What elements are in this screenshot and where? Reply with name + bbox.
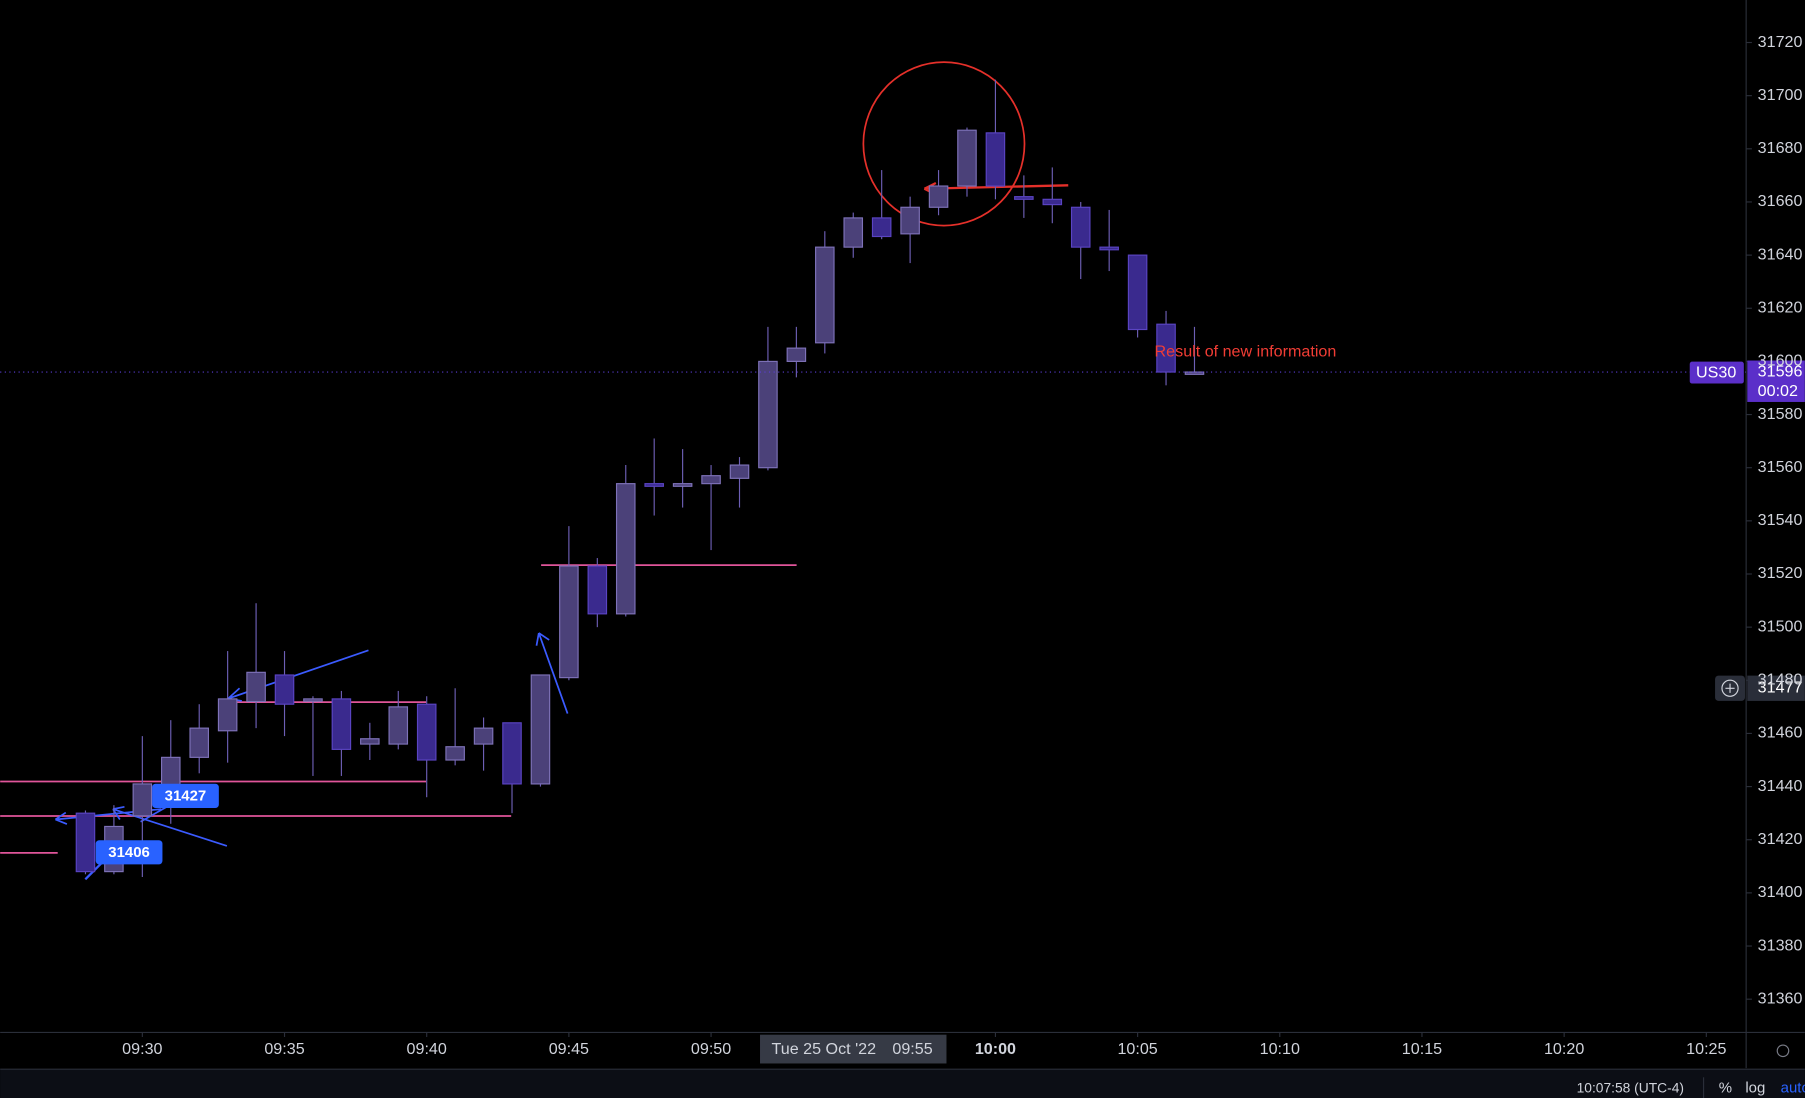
- clock: 10:07:58 (UTC-4): [1577, 1079, 1684, 1095]
- footer-bar: [0, 1069, 1805, 1098]
- price-note-box: [95, 840, 163, 865]
- y-tick-label: 31680: [1758, 139, 1803, 157]
- crosshair-price: 31477: [1758, 679, 1803, 697]
- x-tick-label: 10:05: [1117, 1040, 1157, 1058]
- add-icon: [1725, 683, 1735, 693]
- candle-body: [388, 706, 409, 745]
- candle-body: [1070, 206, 1091, 248]
- candle-body: [758, 360, 778, 469]
- x-tick-label: 10:15: [1402, 1040, 1442, 1058]
- candle-body: [701, 475, 721, 485]
- y-tick-label: 31500: [1758, 617, 1803, 635]
- y-tick-label: 31420: [1758, 830, 1803, 848]
- arrow: [54, 802, 228, 847]
- candle-body: [1014, 196, 1034, 200]
- y-tick-label: 31660: [1758, 192, 1803, 210]
- y-tick-label: 31580: [1758, 405, 1803, 423]
- percent-button[interactable]: %: [1719, 1080, 1732, 1097]
- y-tick-label: 31560: [1758, 458, 1803, 476]
- log-button[interactable]: log: [1745, 1080, 1765, 1097]
- candle-body: [1184, 371, 1205, 375]
- y-tick-label: 31360: [1758, 989, 1803, 1007]
- candle-body: [672, 483, 693, 487]
- candle-body: [843, 217, 864, 248]
- candle-body: [786, 347, 807, 362]
- candles: [75, 79, 1205, 877]
- x-tick-label: 09:50: [691, 1040, 731, 1058]
- y-tick-label: 31440: [1758, 777, 1803, 795]
- auto-button[interactable]: auto: [1781, 1080, 1805, 1097]
- drawings: [0, 61, 1069, 881]
- last-price-label: 31596: [1758, 362, 1803, 380]
- symbol-tag: [1689, 361, 1744, 384]
- symbol-label: US30: [1696, 363, 1736, 381]
- last-price-tag: [1747, 360, 1805, 402]
- x-tick-label: 10:10: [1260, 1040, 1300, 1058]
- candle-body: [360, 738, 380, 745]
- candle-body: [615, 483, 636, 615]
- y-tick-label: 31480: [1758, 671, 1803, 689]
- x-tick-label: 10:20: [1544, 1040, 1584, 1058]
- price-note: 31427: [165, 787, 207, 804]
- candle-body: [331, 698, 352, 750]
- x-tick-label: 09:30: [122, 1040, 162, 1058]
- candle-body: [957, 129, 977, 187]
- add-icon: [1721, 679, 1739, 697]
- candle-body: [445, 746, 465, 761]
- candle-body: [1042, 198, 1063, 206]
- crosshair-price-tag: [1747, 675, 1805, 701]
- candle-body: [587, 565, 608, 615]
- x-tick-label: 09:40: [407, 1040, 447, 1058]
- countdown: 00:02: [1758, 382, 1798, 400]
- y-tick-label: 31600: [1758, 352, 1803, 370]
- note: Result of new information: [1155, 342, 1337, 360]
- settings-icon[interactable]: [1776, 1044, 1790, 1058]
- circle: [862, 61, 1026, 227]
- crosshair-time: 09:55: [892, 1040, 932, 1058]
- candle-body: [928, 185, 949, 208]
- overlay: US30 31596 00:02 31477 Tue 25 Oct '22 09:55 31…: [0, 360, 1805, 1064]
- y-tick-label: 31540: [1758, 511, 1803, 529]
- candle-body: [217, 698, 238, 732]
- x-tick-label: 10:00: [975, 1040, 1016, 1058]
- candle-body: [900, 206, 920, 235]
- y-tick-label: 31520: [1758, 564, 1803, 582]
- y-tick-label: 31380: [1758, 936, 1803, 954]
- candle-body: [815, 246, 835, 344]
- crosshair-time-tag: [760, 1034, 947, 1064]
- candle-body: [473, 727, 494, 745]
- y-tick-label: 31460: [1758, 724, 1803, 742]
- candle-body: [530, 674, 551, 785]
- y-tick-label: 31400: [1758, 883, 1803, 901]
- y-tick-label: 31640: [1758, 245, 1803, 263]
- candle-body: [729, 464, 750, 479]
- candle-body: [274, 674, 295, 705]
- candle-body: [189, 727, 209, 758]
- x-tick-label: 09:35: [264, 1040, 304, 1058]
- candle-body: [75, 812, 96, 873]
- candle-body: [871, 217, 892, 238]
- candle-body: [416, 703, 437, 761]
- candle-body: [1099, 246, 1119, 251]
- candle-body: [303, 698, 323, 702]
- y-tick-label: 31720: [1758, 33, 1803, 51]
- price-note-box: [152, 783, 219, 808]
- x-tick-label: 09:45: [549, 1040, 589, 1058]
- candle-body: [132, 783, 153, 817]
- candle-body: [985, 132, 1006, 187]
- price-note: 31406: [108, 844, 150, 861]
- x-tick-label: 10:25: [1686, 1040, 1726, 1058]
- y-tick-label: 31700: [1758, 86, 1803, 104]
- candle-body: [246, 671, 266, 703]
- arrow: [535, 632, 569, 714]
- candle-body: [644, 483, 664, 487]
- candle-body: [502, 722, 522, 785]
- candle-body: [1127, 254, 1148, 331]
- candle-body: [559, 565, 579, 679]
- y-tick-label: 31620: [1758, 299, 1803, 317]
- crosshair-date: Tue 25 Oct '22: [772, 1040, 877, 1058]
